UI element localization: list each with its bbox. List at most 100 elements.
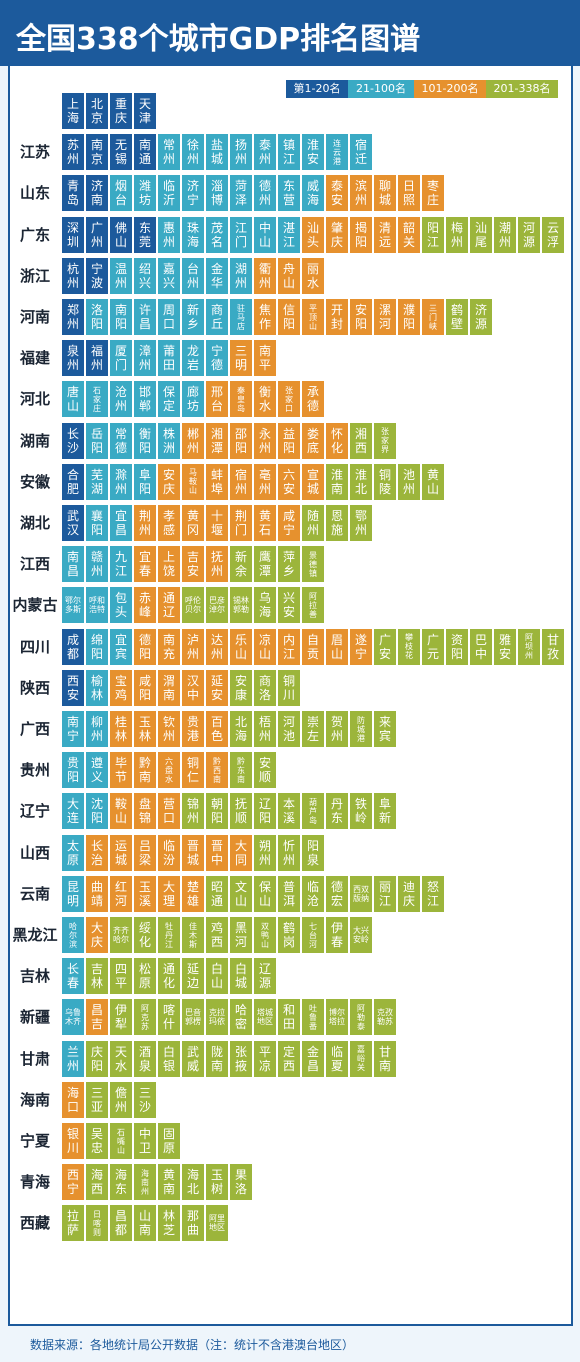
city-tile: 濮阳 <box>398 299 420 335</box>
province-row: 江西南昌赣州九江宜春上饶吉安抚州新余鹰潭萍乡景德镇 <box>8 546 573 583</box>
city-tile: 廊坊 <box>182 381 204 418</box>
city-tile: 佛山 <box>110 216 132 253</box>
city-tile: 阜新 <box>374 793 396 830</box>
city-tile: 焦作 <box>254 299 276 335</box>
city-tile: 昭通 <box>206 875 228 912</box>
city-tile: 黔南 <box>134 752 156 789</box>
city-tile: 南充 <box>158 628 180 665</box>
city-tile: 株洲 <box>158 422 180 459</box>
city-tile: 山南 <box>134 1205 156 1242</box>
city-tile: 金华 <box>206 257 228 294</box>
city-tile: 保山 <box>254 875 276 912</box>
province-label: 宁夏 <box>19 1132 50 1150</box>
city-tiles: 昆明曲靖红河玉溪大理楚雄昭通文山保山普洱临沧德宏西双 版纳丽江迪庆怒江 <box>62 875 444 912</box>
province-row: 辽宁大连沈阳鞍山盘锦营口锦州朝阳抚顺辽阳本溪葫芦岛丹东铁岭阜新 <box>8 793 573 830</box>
province-label: 湖北 <box>19 514 50 532</box>
city-tiles: 鄂尔 多斯 呼和 浩特包头赤峰通辽呼伦 贝尔 巴彦 淖尔 锡林 郭勒乌海兴安阿拉善 <box>62 587 324 624</box>
city-tile: 广元 <box>422 628 444 665</box>
city-tile: 崇左 <box>302 711 324 747</box>
province-row: 浙江杭州宁波温州绍兴嘉兴台州金华湖州衢州舟山丽水 <box>8 257 573 294</box>
city-tile: 淄博 <box>206 175 228 212</box>
city-tile: 东营 <box>278 175 300 212</box>
city-tile: 南京 <box>86 134 108 171</box>
city-tile: 周口 <box>158 299 180 335</box>
city-tiles: 兰州庆阳天水酒泉白银武威陇南张掖平凉定西金昌临夏嘉峪关甘南 <box>62 1040 396 1077</box>
city-tile: 上饶 <box>158 546 180 583</box>
province-row: 山东青岛济南烟台潍坊临沂济宁淄博菏泽德州东营威海泰安滨州聊城日照枣庄 <box>8 175 573 212</box>
province-label: 河南 <box>19 308 50 326</box>
city-tile: 衢州 <box>254 257 276 294</box>
city-tile: 贺州 <box>326 711 348 747</box>
city-tile: 烟台 <box>110 175 132 212</box>
province-label: 海南 <box>19 1090 50 1109</box>
city-tile: 龙岩 <box>182 340 204 377</box>
city-tile: 临沧 <box>302 875 324 912</box>
city-tile: 锡林 郭勒 <box>230 587 252 624</box>
city-tile: 三沙 <box>134 1081 156 1118</box>
city-tile: 景德镇 <box>302 546 324 583</box>
city-tiles: 青岛济南烟台潍坊临沂济宁淄博菏泽德州东营威海泰安滨州聊城日照枣庄 <box>62 175 444 212</box>
city-tiles: 南昌赣州九江宜春上饶吉安抚州新余鹰潭萍乡景德镇 <box>62 546 324 583</box>
city-tile: 临沂 <box>158 175 180 212</box>
city-tile: 甘孜 <box>542 628 564 665</box>
city-tile: 泉州 <box>62 340 84 377</box>
city-tiles: 太原长治运城吕梁临汾晋城晋中大同朔州忻州阳泉 <box>62 834 324 871</box>
city-tile: 眉山 <box>326 628 348 665</box>
city-tile: 青岛 <box>62 175 84 212</box>
city-tile: 怀化 <box>326 422 348 459</box>
city-tile: 吴忠 <box>86 1123 108 1159</box>
province-label: 河北 <box>19 390 50 409</box>
city-tile: 昆明 <box>62 875 84 912</box>
city-tile: 天津 <box>134 93 156 129</box>
city-tile: 黄冈 <box>182 505 204 541</box>
province-label: 广西 <box>19 720 50 738</box>
city-tile: 常州 <box>158 134 180 171</box>
city-tiles: 郑州洛阳南阳许昌周口新乡商丘驻马店焦作信阳平顶山开封安阳漯河濮阳三门峡鹤壁济源 <box>62 299 492 335</box>
city-tile: 桂林 <box>110 711 132 747</box>
province-row: 河北唐山石家庄沧州邯郸保定廊坊邢台秦皇岛衡水张家口承德 <box>8 381 573 418</box>
city-tile: 长沙 <box>62 422 84 459</box>
city-tile: 运城 <box>110 834 132 871</box>
city-tile: 玉溪 <box>134 875 156 912</box>
city-tile: 西宁 <box>62 1164 84 1201</box>
city-tile: 杭州 <box>62 257 84 294</box>
city-tile: 资阳 <box>446 628 468 665</box>
city-tile: 嘉兴 <box>158 257 180 294</box>
province-row: 河南郑州洛阳南阳许昌周口新乡商丘驻马店焦作信阳平顶山开封安阳漯河濮阳三门峡鹤壁济… <box>8 299 573 335</box>
city-tile: 赣州 <box>86 546 108 583</box>
city-tile: 永州 <box>254 422 276 459</box>
city-tile: 抚州 <box>206 546 228 583</box>
city-tile: 平凉 <box>254 1040 276 1077</box>
city-tile: 马鞍山 <box>182 463 204 500</box>
province-row: 陕西西安榆林宝鸡咸阳渭南汉中延安安康商洛铜川 <box>8 669 573 706</box>
city-tile: 牡丹江 <box>158 917 180 953</box>
province-label: 内蒙古 <box>12 596 58 615</box>
city-tile: 黄石 <box>254 505 276 541</box>
city-tile: 六安 <box>278 463 300 500</box>
city-tile: 河源 <box>518 216 540 253</box>
province-label: 黑龙江 <box>12 926 58 944</box>
city-tile: 巴音 郭楞 <box>182 999 204 1036</box>
city-tile: 信阳 <box>278 299 300 335</box>
city-tile: 保定 <box>158 381 180 418</box>
city-tile: 郑州 <box>62 299 84 335</box>
city-tiles: 泉州福州厦门漳州莆田龙岩宁德三明南平 <box>62 340 276 377</box>
city-tile: 白银 <box>158 1040 180 1077</box>
legend: 第1-20名 21-100名 101-200名 201-338名 <box>286 80 558 98</box>
city-tile: 赤峰 <box>134 587 156 624</box>
city-tiles: 南宁柳州桂林玉林钦州贵港百色北海梧州河池崇左贺州防城港来宾 <box>62 711 396 747</box>
city-tile: 淮北 <box>350 463 372 500</box>
city-tile: 安庆 <box>158 463 180 500</box>
city-tile: 玉树 <box>206 1164 228 1201</box>
city-tile: 鹤岗 <box>278 917 300 953</box>
city-tile: 巴中 <box>470 628 492 665</box>
city-tile: 承德 <box>302 381 324 418</box>
city-tile: 喀什 <box>158 999 180 1036</box>
city-tile: 盘锦 <box>134 793 156 830</box>
city-tile: 德阳 <box>134 628 156 665</box>
province-row: 云南昆明曲靖红河玉溪大理楚雄昭通文山保山普洱临沧德宏西双 版纳丽江迪庆怒江 <box>8 875 573 912</box>
city-tile: 荆门 <box>230 505 252 541</box>
city-tiles: 唐山石家庄沧州邯郸保定廊坊邢台秦皇岛衡水张家口承德 <box>62 381 324 418</box>
city-tile: 莆田 <box>158 340 180 377</box>
city-tile: 丹东 <box>326 793 348 830</box>
